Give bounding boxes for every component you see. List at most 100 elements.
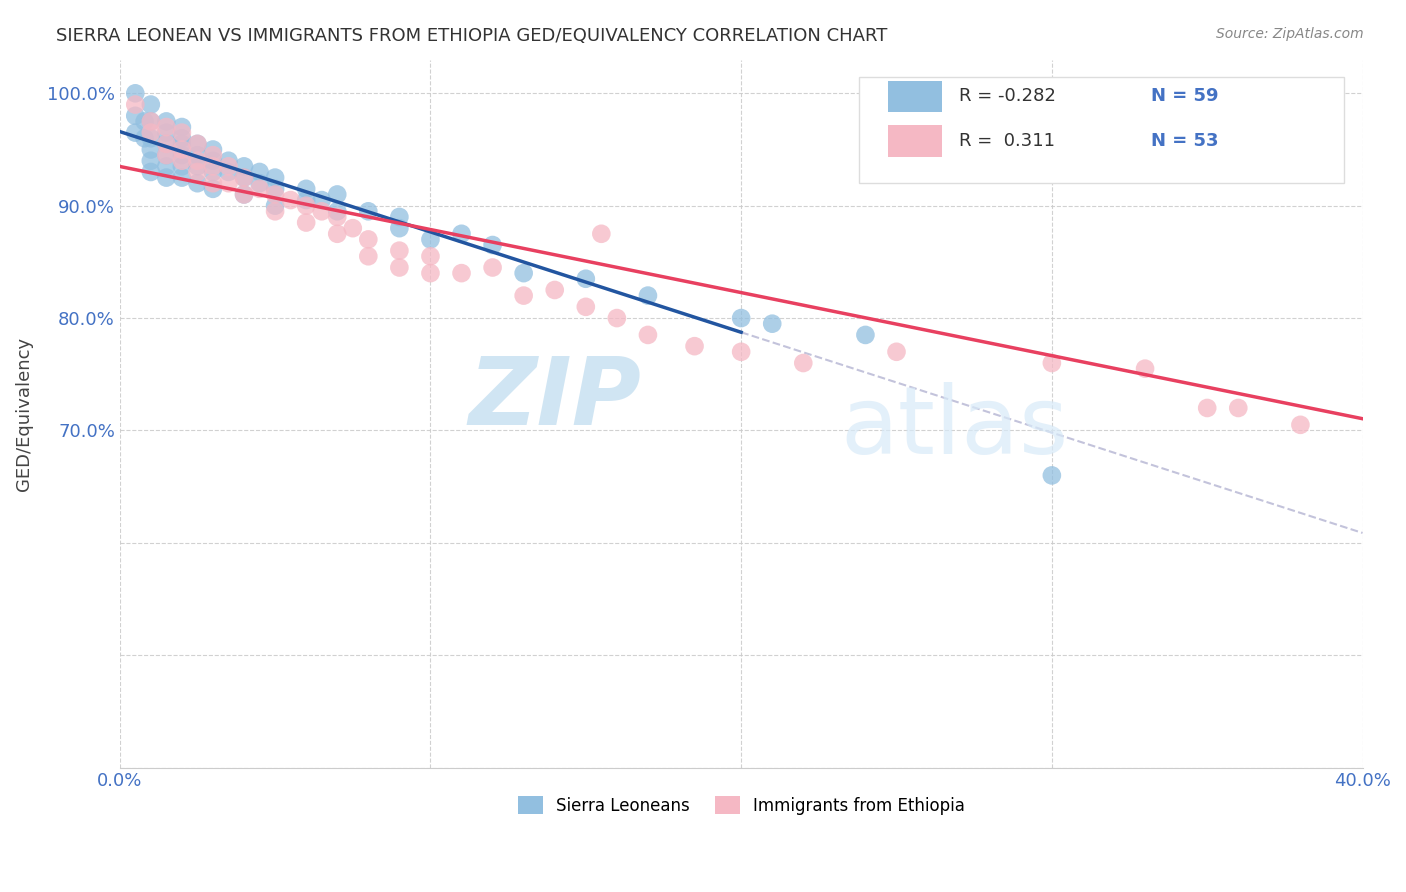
Point: [388, 260, 411, 275]
Point: [233, 170, 256, 185]
Point: [155, 148, 177, 162]
Point: [218, 165, 240, 179]
Point: [124, 126, 146, 140]
Point: [730, 311, 752, 326]
Point: [134, 131, 156, 145]
Point: [139, 114, 162, 128]
Point: [170, 170, 193, 185]
Text: Source: ZipAtlas.com: Source: ZipAtlas.com: [1216, 27, 1364, 41]
Point: [139, 126, 162, 140]
Point: [295, 215, 318, 229]
Point: [326, 187, 349, 202]
Point: [311, 193, 333, 207]
Point: [388, 244, 411, 258]
Point: [170, 148, 193, 162]
Point: [218, 153, 240, 168]
Text: N = 53: N = 53: [1152, 132, 1219, 150]
Text: SIERRA LEONEAN VS IMMIGRANTS FROM ETHIOPIA GED/EQUIVALENCY CORRELATION CHART: SIERRA LEONEAN VS IMMIGRANTS FROM ETHIOP…: [56, 27, 887, 45]
Point: [357, 204, 380, 219]
Point: [1133, 361, 1156, 376]
Point: [264, 204, 287, 219]
Point: [186, 153, 208, 168]
Point: [201, 148, 224, 162]
Point: [201, 176, 224, 190]
Point: [170, 160, 193, 174]
Point: [761, 317, 783, 331]
Point: [792, 356, 814, 370]
Point: [450, 227, 472, 241]
Point: [855, 327, 877, 342]
Point: [155, 170, 177, 185]
Point: [419, 232, 441, 246]
Point: [326, 204, 349, 219]
Point: [233, 187, 256, 202]
Point: [295, 199, 318, 213]
Point: [186, 148, 208, 162]
Point: [450, 266, 472, 280]
Point: [170, 126, 193, 140]
Point: [326, 210, 349, 224]
Point: [295, 182, 318, 196]
Point: [155, 126, 177, 140]
Point: [170, 131, 193, 145]
Point: [155, 114, 177, 128]
Point: [388, 210, 411, 224]
Point: [1040, 356, 1063, 370]
Point: [139, 153, 162, 168]
Point: [170, 153, 193, 168]
Point: [201, 182, 224, 196]
Point: [201, 165, 224, 179]
Point: [342, 221, 364, 235]
Point: [481, 238, 503, 252]
Point: [186, 136, 208, 151]
Point: [1289, 417, 1312, 432]
Point: [186, 176, 208, 190]
Point: [512, 288, 534, 302]
Point: [591, 227, 613, 241]
Point: [419, 249, 441, 263]
Point: [139, 114, 162, 128]
Point: [139, 97, 162, 112]
Point: [575, 300, 598, 314]
Point: [280, 193, 302, 207]
Point: [1040, 468, 1063, 483]
Text: N = 59: N = 59: [1152, 87, 1219, 105]
Point: [186, 165, 208, 179]
Point: [544, 283, 567, 297]
Point: [218, 176, 240, 190]
Point: [249, 182, 271, 196]
Point: [170, 136, 193, 151]
Point: [139, 165, 162, 179]
Point: [730, 344, 752, 359]
Point: [155, 136, 177, 151]
Point: [233, 160, 256, 174]
Point: [637, 288, 659, 302]
Point: [264, 170, 287, 185]
Legend: Sierra Leoneans, Immigrants from Ethiopia: Sierra Leoneans, Immigrants from Ethiopi…: [509, 789, 973, 823]
Point: [606, 311, 628, 326]
Point: [1227, 401, 1250, 415]
Point: [249, 165, 271, 179]
Point: [155, 120, 177, 134]
Point: [1320, 109, 1343, 123]
Point: [170, 120, 193, 134]
Point: [201, 143, 224, 157]
FancyBboxPatch shape: [887, 126, 942, 157]
Point: [201, 160, 224, 174]
Point: [201, 153, 224, 168]
Point: [218, 160, 240, 174]
Point: [186, 136, 208, 151]
Point: [637, 327, 659, 342]
Point: [481, 260, 503, 275]
Point: [264, 182, 287, 196]
Point: [683, 339, 706, 353]
Point: [170, 143, 193, 157]
Point: [512, 266, 534, 280]
Point: [233, 187, 256, 202]
Y-axis label: GED/Equivalency: GED/Equivalency: [15, 336, 32, 491]
Point: [155, 148, 177, 162]
Point: [233, 170, 256, 185]
Text: atlas: atlas: [841, 382, 1069, 474]
Point: [419, 266, 441, 280]
Text: R = -0.282: R = -0.282: [959, 87, 1056, 105]
